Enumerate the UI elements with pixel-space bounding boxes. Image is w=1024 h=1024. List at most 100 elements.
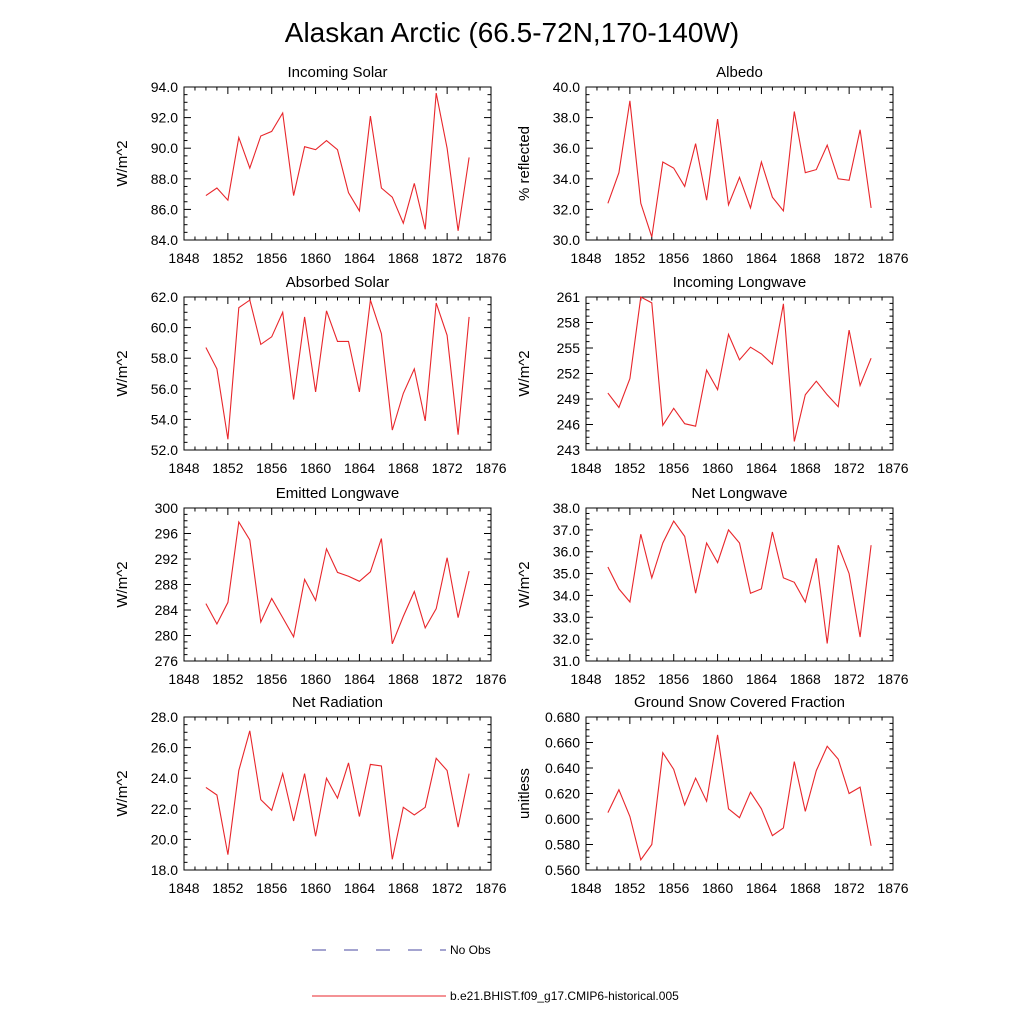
y-tick-label: 280 — [155, 628, 179, 644]
x-tick-label: 1852 — [614, 460, 645, 476]
y-tick-label: 24.0 — [151, 770, 178, 786]
y-axis-label: W/m^2 — [516, 350, 533, 396]
x-tick-label: 1872 — [432, 250, 463, 266]
y-tick-label: 0.620 — [545, 786, 580, 802]
x-tick-label: 1848 — [570, 460, 601, 476]
y-tick-label: 33.0 — [553, 609, 580, 625]
panel-3: Incoming Longwave 1848 1852 1856 1860 1864 186… — [516, 274, 909, 476]
x-tick-label: 1856 — [658, 250, 689, 266]
panel-title: Emitted Longwave — [276, 485, 399, 502]
y-tick-label: 38.0 — [553, 110, 580, 126]
panel-title: Net Longwave — [692, 485, 788, 502]
x-tick-label: 1852 — [212, 460, 243, 476]
y-axis-label: % reflected — [516, 126, 533, 201]
y-axis-label: unitless — [516, 768, 533, 819]
y-tick-label: 252 — [557, 366, 581, 382]
y-tick-label: 86.0 — [151, 201, 178, 217]
y-tick-label: 28.0 — [151, 709, 178, 725]
x-tick-label: 1876 — [475, 460, 506, 476]
y-tick-label: 243 — [557, 442, 581, 458]
y-tick-label: 34.0 — [553, 587, 580, 603]
y-tick-label: 40.0 — [553, 79, 580, 95]
x-tick-label: 1872 — [834, 460, 865, 476]
y-tick-label: 246 — [557, 417, 581, 433]
x-tick-label: 1868 — [388, 250, 419, 266]
y-tick-label: 92.0 — [151, 110, 178, 126]
x-tick-label: 1856 — [256, 880, 287, 896]
panel-title: Ground Snow Covered Fraction — [634, 694, 845, 711]
panel-5: Net Longwave 1848 1852 1856 1860 1864 1868 1872… — [516, 485, 909, 687]
y-tick-label: 54.0 — [151, 411, 178, 427]
y-tick-label: 35.0 — [553, 566, 580, 582]
y-axis-label: W/m^2 — [114, 770, 131, 816]
panel-4: Emitted Longwave 1848 1852 1856 1860 1864 1868… — [114, 485, 507, 687]
y-tick-label: 300 — [155, 500, 179, 516]
panel-title: Incoming Solar — [287, 64, 387, 81]
x-tick-label: 1860 — [300, 250, 331, 266]
plot-frame — [585, 296, 894, 451]
x-tick-label: 1868 — [388, 880, 419, 896]
legend-label-0: No Obs — [450, 943, 491, 957]
plot-frame — [585, 86, 894, 241]
y-tick-label: 36.0 — [553, 544, 580, 560]
x-tick-label: 1864 — [344, 460, 375, 476]
y-tick-label: 284 — [155, 602, 179, 618]
x-tick-label: 1860 — [300, 671, 331, 687]
x-tick-label: 1848 — [168, 880, 199, 896]
plot-frame — [183, 716, 492, 871]
x-tick-label: 1860 — [702, 880, 733, 896]
y-axis-label: W/m^2 — [114, 561, 131, 607]
y-tick-label: 34.0 — [553, 171, 580, 187]
x-tick-label: 1876 — [475, 250, 506, 266]
series-line — [205, 520, 470, 645]
x-tick-label: 1852 — [614, 671, 645, 687]
y-tick-label: 62.0 — [151, 289, 178, 305]
x-tick-label: 1852 — [212, 671, 243, 687]
x-tick-label: 1868 — [790, 880, 821, 896]
y-tick-label: 36.0 — [553, 140, 580, 156]
x-tick-label: 1848 — [570, 671, 601, 687]
x-tick-label: 1872 — [432, 880, 463, 896]
x-tick-label: 1848 — [168, 460, 199, 476]
panel-1: Albedo 1848 1852 1856 1860 1864 1868 1872 1876 30… — [516, 64, 909, 266]
panel-7: Ground Snow Covered Fraction 1848 1852 1856… — [516, 694, 909, 896]
plot-frame — [585, 716, 894, 871]
series-line — [607, 734, 872, 862]
series-line — [205, 730, 470, 860]
x-tick-label: 1876 — [877, 880, 908, 896]
y-tick-label: 18.0 — [151, 862, 178, 878]
x-tick-label: 1852 — [614, 250, 645, 266]
y-tick-label: 37.0 — [553, 522, 580, 538]
y-tick-label: 258 — [557, 315, 581, 331]
x-tick-label: 1864 — [746, 250, 777, 266]
y-tick-label: 288 — [155, 577, 179, 593]
x-tick-label: 1848 — [570, 250, 601, 266]
x-tick-label: 1876 — [877, 460, 908, 476]
panel-title: Incoming Longwave — [673, 274, 806, 291]
y-tick-label: 22.0 — [151, 801, 178, 817]
y-tick-label: 38.0 — [553, 500, 580, 516]
y-tick-label: 26.0 — [151, 740, 178, 756]
x-tick-label: 1868 — [790, 671, 821, 687]
plot-frame — [183, 86, 492, 241]
x-tick-label: 1860 — [702, 460, 733, 476]
x-tick-label: 1864 — [344, 880, 375, 896]
x-tick-label: 1856 — [658, 460, 689, 476]
x-tick-label: 1852 — [614, 880, 645, 896]
x-tick-label: 1868 — [790, 250, 821, 266]
y-tick-label: 52.0 — [151, 442, 178, 458]
x-tick-label: 1864 — [746, 880, 777, 896]
x-tick-label: 1876 — [475, 880, 506, 896]
y-tick-label: 32.0 — [553, 201, 580, 217]
x-tick-label: 1852 — [212, 880, 243, 896]
panel-0: Incoming Solar 1848 1852 1856 1860 1864 1868 18… — [114, 64, 507, 266]
x-tick-label: 1872 — [432, 460, 463, 476]
panels: Incoming Solar 1848 1852 1856 1860 1864 1868 18… — [114, 64, 909, 896]
x-tick-label: 1860 — [702, 671, 733, 687]
panel-6: Net Radiation 1848 1852 1856 1860 1864 1868 187… — [114, 694, 507, 896]
x-tick-label: 1848 — [570, 880, 601, 896]
y-tick-label: 20.0 — [151, 831, 178, 847]
x-tick-label: 1856 — [658, 880, 689, 896]
plot-frame — [585, 507, 894, 662]
